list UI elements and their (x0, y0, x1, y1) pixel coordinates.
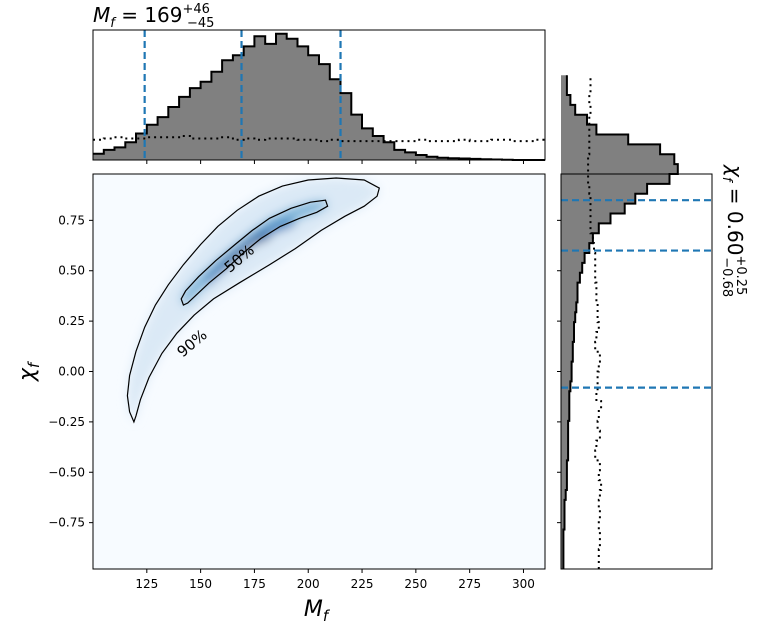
right-marginal-title: χf = 0.60+0.25−0.68 (719, 164, 748, 297)
x-tick-label: 275 (458, 577, 481, 591)
main-x-ticks: 125 150 175 200 225 250 275 300 (135, 569, 535, 591)
main-y-ticks: −0.75 −0.50 −0.25 0.00 0.25 0.50 0.75 (48, 213, 93, 530)
right-prior-line (587, 75, 603, 569)
y-axis-label: χf (15, 360, 43, 382)
top-x-ticks (146, 160, 524, 164)
heatmap-outer-density (127, 178, 380, 422)
top-prior-line (93, 135, 545, 143)
contour-50-line (180, 199, 329, 306)
x-tick-label: 300 (512, 577, 535, 591)
x-tick-label: 225 (351, 577, 374, 591)
x-tick-label: 150 (189, 577, 212, 591)
y-tick-label: 0.75 (58, 213, 85, 227)
main-panel: 50%90% 125 150 175 200 225 250 275 300 −0.75−0.… (15, 173, 546, 625)
right-marginal-panel: χf = 0.60+0.25−0.68 (557, 75, 748, 570)
x-tick-label: 125 (135, 577, 158, 591)
y-tick-label: −0.75 (48, 516, 85, 530)
y-tick-label: 0.25 (58, 314, 85, 328)
y-tick-label: 0.00 (58, 365, 85, 379)
right-credible-lines (561, 199, 712, 389)
top-marginal-title: Mf = 169+46 −45 (93, 2, 214, 31)
top-posterior-outline (93, 32, 545, 161)
right-posterior-outline (562, 75, 679, 569)
contour-90-line (126, 177, 381, 424)
heatmap-density (126, 177, 381, 424)
y-tick-label: −0.25 (48, 415, 85, 429)
y-tick-label: 0.50 (58, 264, 85, 278)
heatmap-background (93, 174, 545, 569)
top-panel-frame (92, 29, 546, 161)
y-tick-label: −0.50 (48, 465, 85, 479)
x-axis-label: Mf (304, 597, 331, 625)
top-marginal-panel: Mf = 169+46 −45 (92, 2, 546, 164)
x-tick-label: 175 (243, 577, 266, 591)
top-posterior-fill (93, 33, 545, 160)
x-tick-label: 200 (297, 577, 320, 591)
right-y-ticks (557, 219, 561, 524)
x-tick-label: 250 (404, 577, 427, 591)
contour-lines (126, 177, 381, 424)
